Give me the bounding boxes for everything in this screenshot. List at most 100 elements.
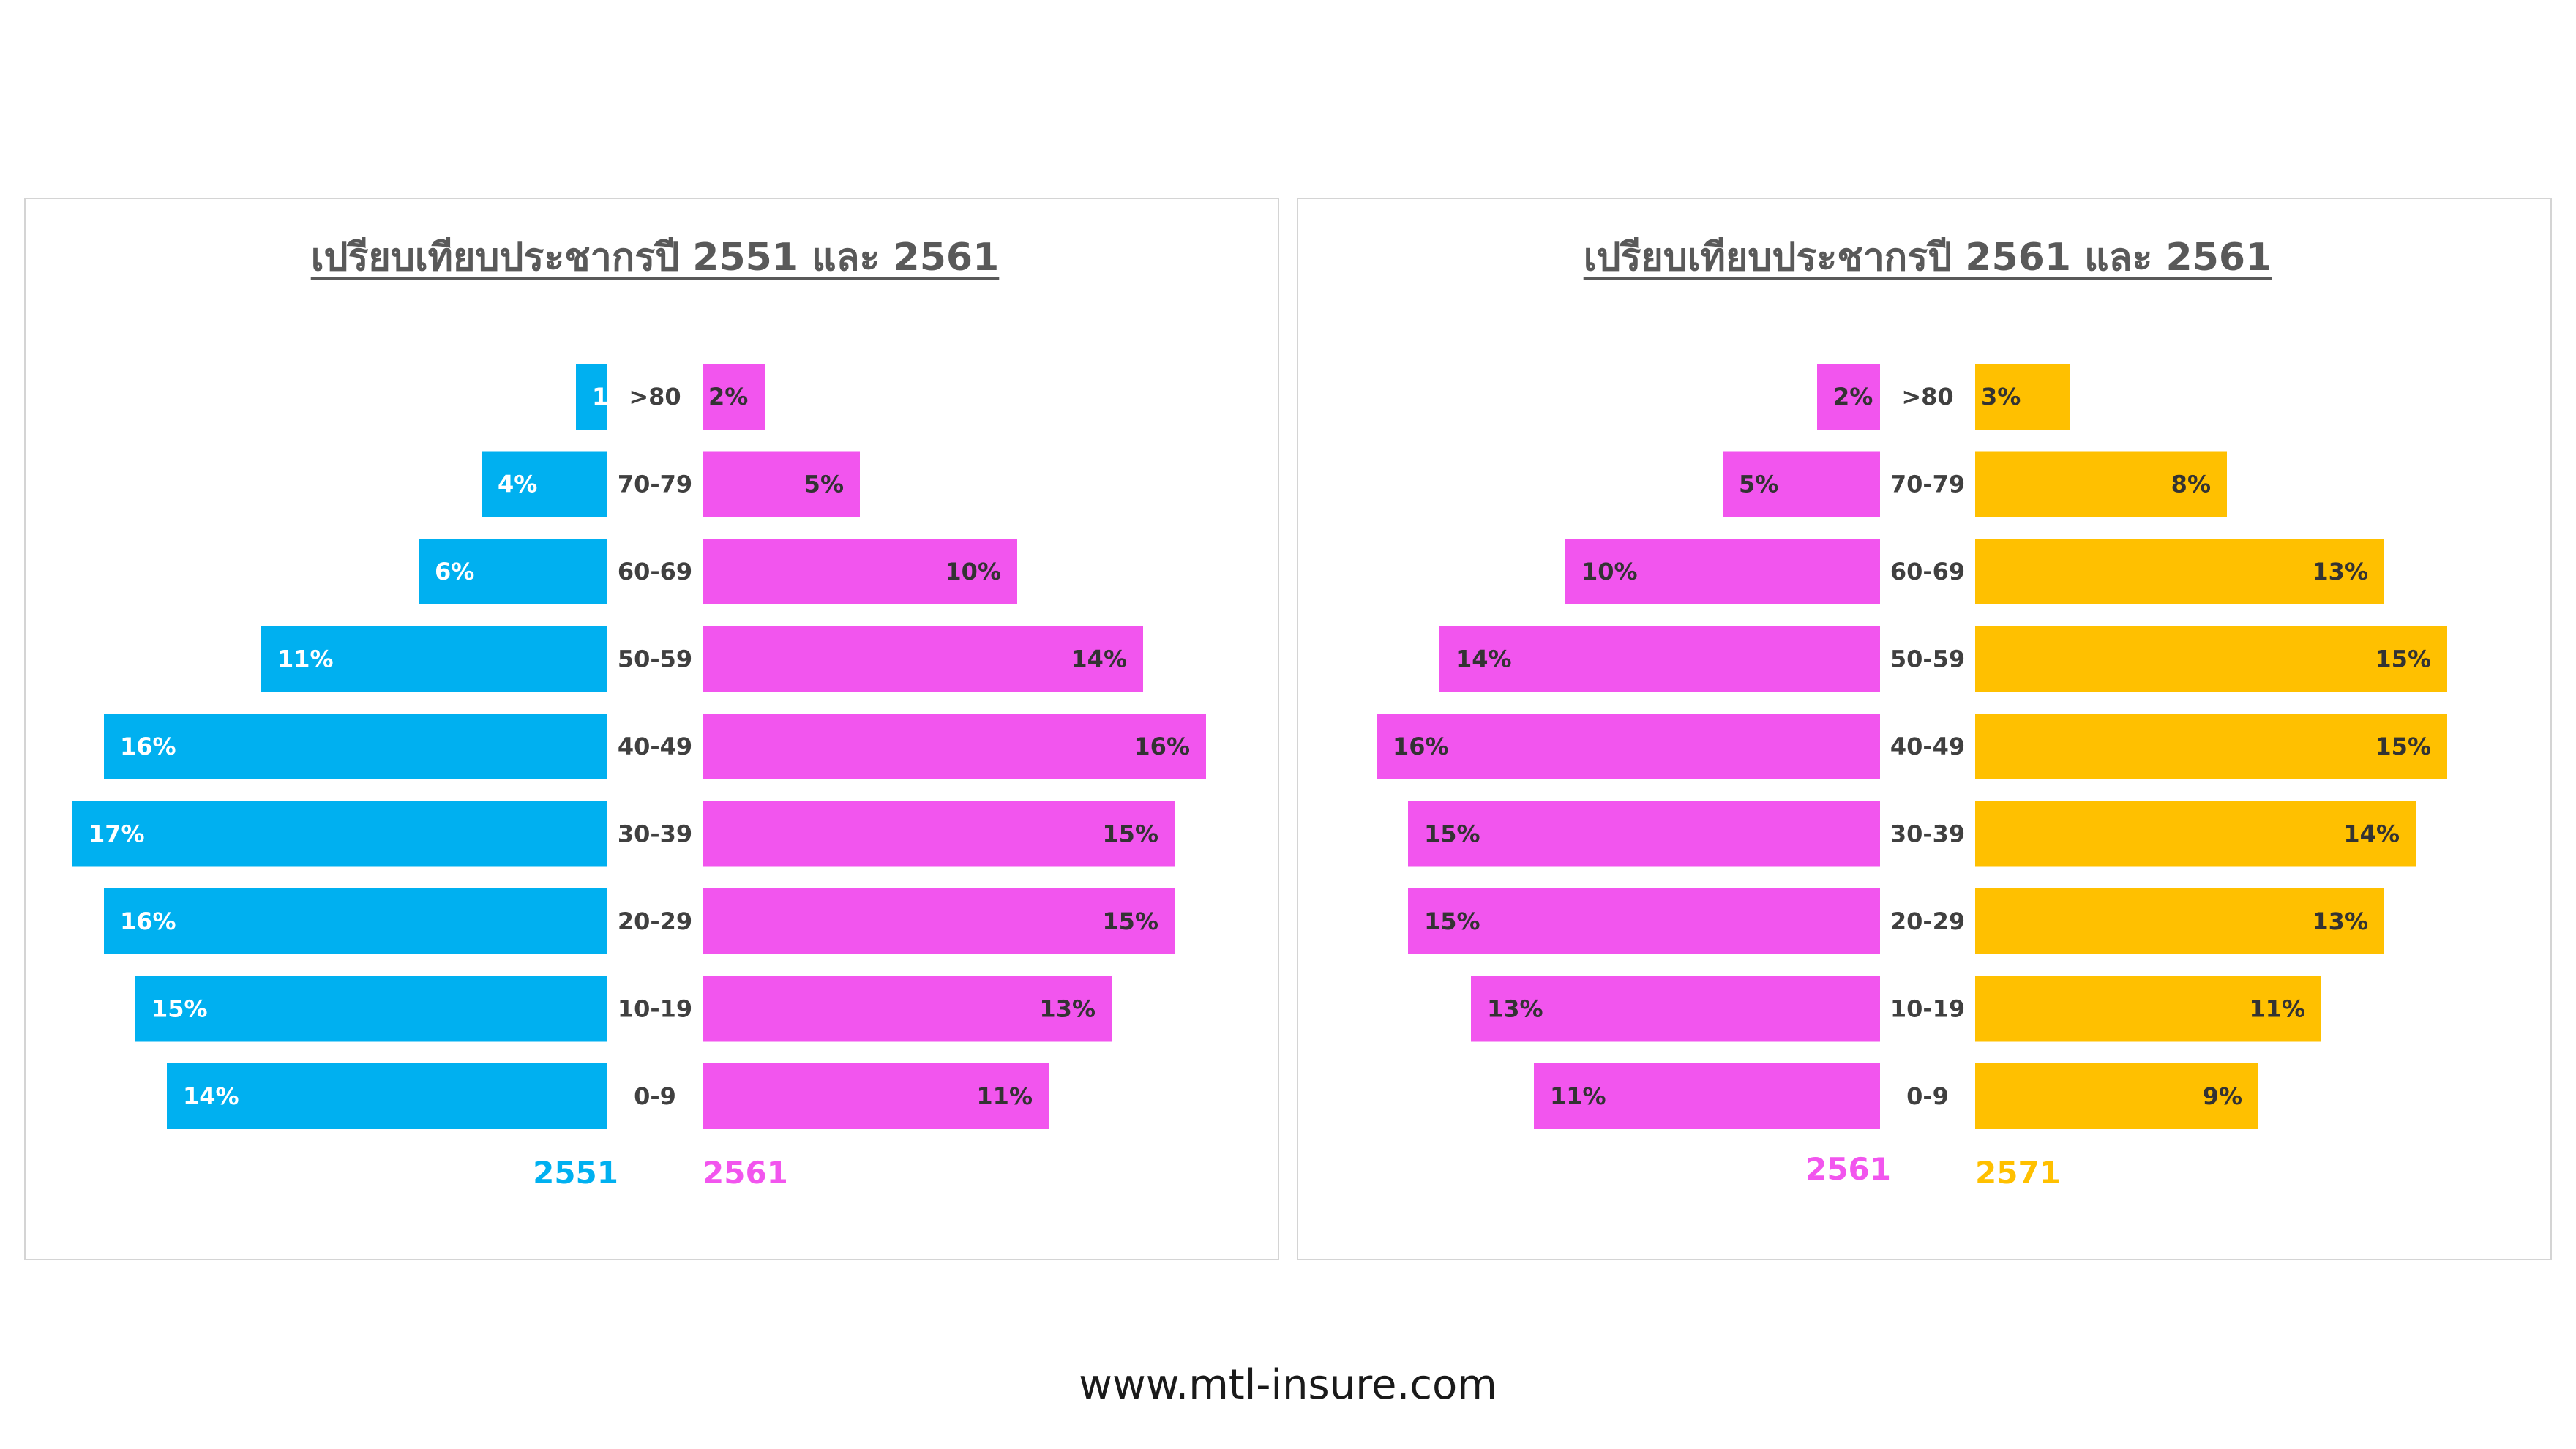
bar-2551-70-79 [482,451,607,517]
age-group-label: 40-49 [1890,733,1965,760]
bar-2561-60-69 [703,539,1017,604]
bar-2561-20-29 [703,888,1175,954]
bar-2551-20-29 [104,888,607,954]
bar-label-2561-50-59: 14% [1456,645,1512,673]
age-group-label: 20-29 [1890,907,1965,935]
population-pyramid-chart-2: เปรียบเทียบประชากรปี 2561 และ 2561 2% >80 3… [1377,236,2447,1191]
bar-label-2571-30-39: 14% [2343,820,2400,848]
chart-panel-right: เปรียบเทียบประชากรปี 2561 และ 2561 2% >80 3… [1297,198,2552,1260]
bar-2561-40-49 [703,714,1206,779]
bar-2551-10-19 [135,976,607,1042]
bar-2561-0-9 [1534,1063,1880,1129]
bar-2551->80 [576,364,607,430]
age-group-label: 20-29 [618,907,692,935]
legend-label-right: 2571 [1975,1155,2061,1191]
bar-label-2561-70-79: 5% [804,471,844,498]
bar-2571->80 [1975,364,2070,430]
bar-label-2571-10-19: 11% [2249,995,2305,1023]
bar-2571-60-69 [1975,539,2384,604]
chart-title: เปรียบเทียบประชากรปี 2551 และ 2561 [311,236,1000,280]
bar-label-2551-60-69: 6% [435,558,474,585]
bar-2561-50-59 [1439,626,1880,692]
bar-label-2571-70-79: 8% [2171,471,2211,498]
bar-2551-0-9 [167,1063,607,1129]
age-group-label: 50-59 [618,645,692,673]
bar-label-2551-70-79: 4% [498,471,537,498]
bar-label-2561-10-19: 13% [1039,995,1096,1023]
bar-label-2561-10-19: 13% [1487,995,1543,1023]
age-group-label: 30-39 [1890,820,1965,848]
legend-label-right: 2561 [703,1155,788,1191]
bar-2571-30-39 [1975,801,2416,867]
bar-label-2561-30-39: 15% [1102,820,1158,848]
bar-label-2561-40-49: 16% [1393,733,1449,760]
bar-2561-20-29 [1408,888,1880,954]
bar-2571-50-59 [1975,626,2447,692]
age-group-label: 30-39 [618,820,692,848]
age-group-label: 0-9 [634,1082,676,1110]
bar-label-2561-70-79: 5% [1739,471,1778,498]
bar-2561-10-19 [703,976,1112,1042]
age-group-label: 50-59 [1890,645,1965,673]
chart-panel-left: เปรียบเทียบประชากรปี 2551 และ 2561 1% >80 2… [24,198,1279,1260]
bar-label-2561->80: 2% [708,383,748,411]
bar-label-2561-20-29: 15% [1102,907,1158,935]
bar-label-2561->80: 2% [1833,383,1873,411]
chart-title: เปรียบเทียบประชากรปี 2561 และ 2561 [1584,236,2272,280]
bar-2561-50-59 [703,626,1143,692]
bar-2561-30-39 [1408,801,1880,867]
bar-2571-70-79 [1975,451,2227,517]
bar-2551-40-49 [104,714,607,779]
legend-label-left: 2561 [1805,1151,1891,1187]
bar-label-2561-50-59: 14% [1071,645,1127,673]
bar-2571-0-9 [1975,1063,2258,1129]
bar-2571-10-19 [1975,976,2321,1042]
bar-2561-40-49 [1377,714,1880,779]
age-group-label: 70-79 [1890,471,1965,498]
bar-label-2571-50-59: 15% [2375,645,2431,673]
bar-2571-20-29 [1975,888,2384,954]
age-group-label: 70-79 [618,471,692,498]
age-group-label: 10-19 [1890,995,1965,1023]
bar-label-2571-60-69: 13% [2312,558,2368,585]
bar-label-2551-20-29: 16% [120,907,176,935]
bar-2561->80 [703,364,765,430]
bar-label-2571->80: 3% [1981,383,2021,411]
bar-label-2551-30-39: 17% [89,820,145,848]
bar-label-2551->80: 1% [592,383,632,411]
bar-label-2561-0-9: 11% [1550,1082,1606,1110]
age-group-label: 40-49 [618,733,692,760]
age-group-label: >80 [1901,383,1953,411]
bar-label-2551-10-19: 15% [151,995,208,1023]
age-group-label: 60-69 [618,558,692,585]
bar-2551-30-39 [72,801,607,867]
bar-label-2561-20-29: 15% [1424,907,1480,935]
bar-2561-60-69 [1565,539,1880,604]
bar-2561-0-9 [703,1063,1049,1129]
bar-label-2561-30-39: 15% [1424,820,1480,848]
bar-label-2571-40-49: 15% [2375,733,2431,760]
bar-2561-70-79 [1723,451,1880,517]
population-pyramid-chart-1: เปรียบเทียบประชากรปี 2551 และ 2561 1%>80 2… [72,236,1206,1191]
age-group-label: 0-9 [1906,1082,1949,1110]
bar-label-2561-0-9: 11% [976,1082,1033,1110]
age-group-label: 60-69 [1890,558,1965,585]
bar-2561-10-19 [1471,976,1880,1042]
legend-label-left: 2551 [533,1155,618,1191]
bar-2561-30-39 [703,801,1175,867]
bar-2571-40-49 [1975,714,2447,779]
bar-label-2561-60-69: 10% [945,558,1001,585]
bar-2551-50-59 [261,626,607,692]
bar-label-2571-20-29: 13% [2312,907,2368,935]
bar-2551-60-69 [419,539,607,604]
bar-label-2561-60-69: 10% [1581,558,1638,585]
bar-label-2551-40-49: 16% [120,733,176,760]
bar-2561-70-79 [703,451,860,517]
website-url: www.mtl-insure.com [1079,1361,1497,1409]
age-group-label: >80 [629,383,681,411]
bar-label-2561-40-49: 16% [1134,733,1190,760]
bar-label-2551-50-59: 11% [277,645,334,673]
age-group-label: 10-19 [618,995,692,1023]
bar-label-2571-0-9: 9% [2203,1082,2242,1110]
bar-2561->80 [1817,364,1880,430]
